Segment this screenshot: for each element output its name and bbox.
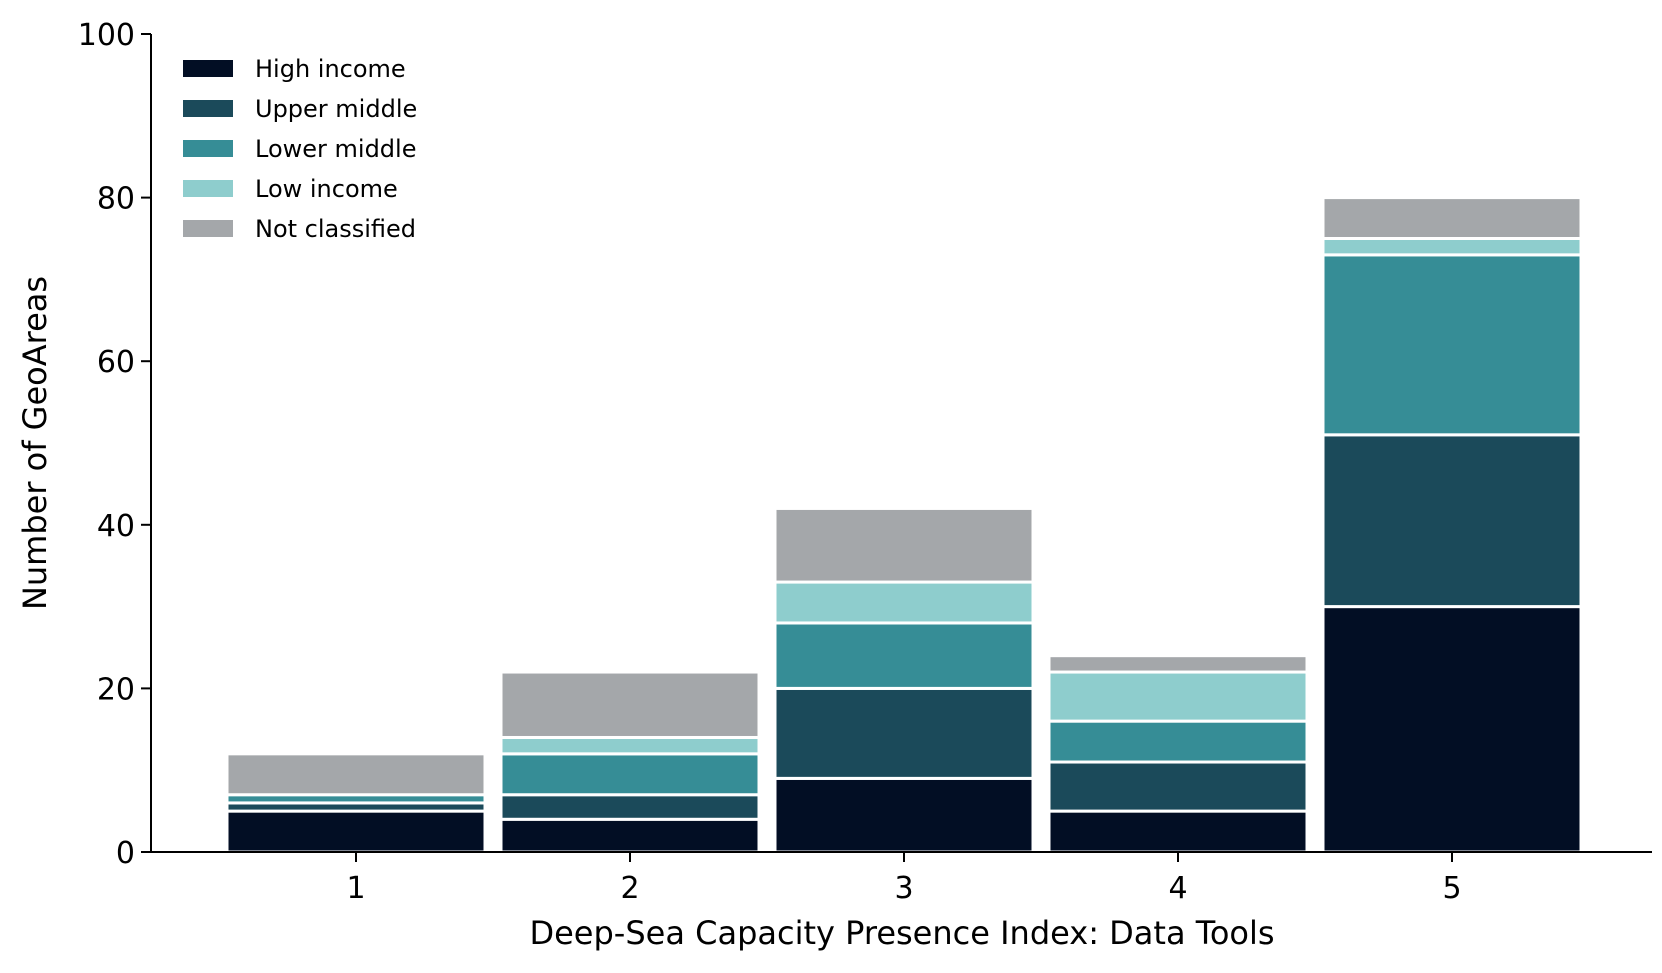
legend-swatch-high-income [183, 60, 233, 77]
legend-swatch-not-classified [183, 220, 233, 237]
legend-label-low-income: Low income [255, 175, 398, 203]
y-tick-label: 80 [97, 182, 135, 217]
bar-segment-lower-middle-5 [1321, 253, 1583, 437]
legend-swatch-lower-middle [183, 140, 233, 157]
legend-swatch-low-income [183, 180, 233, 197]
legend-label-upper-middle: Upper middle [255, 95, 417, 123]
axes-layer [150, 34, 1652, 853]
y-tick-label: 60 [97, 345, 135, 380]
legend: High income Upper middle Lower middle Low i… [183, 55, 417, 243]
bar-segment-lower-middle-4 [1047, 719, 1309, 764]
bar-segment-high-income-3 [773, 776, 1035, 854]
x-tick-label: 5 [1442, 871, 1461, 906]
bar-segment-lower-middle-2 [499, 752, 761, 797]
y-tick-label: 0 [116, 836, 135, 871]
legend-label-high-income: High income [255, 55, 406, 83]
bar-segment-not-classified-3 [773, 506, 1035, 584]
legend-swatch-upper-middle [183, 100, 233, 117]
bar-segment-high-income-2 [499, 817, 761, 854]
bar-segment-not-classified-5 [1321, 196, 1583, 241]
y-axis-label: Number of GeoAreas [16, 276, 54, 610]
legend-label-lower-middle: Lower middle [255, 135, 416, 163]
bar-segment-low-income-3 [773, 580, 1035, 625]
bar-segment-not-classified-2 [499, 670, 761, 739]
bar-segment-not-classified-1 [225, 752, 487, 797]
bar-segment-not-classified-4 [1047, 654, 1309, 674]
bar-segment-low-income-2 [499, 735, 761, 756]
bar-segment-upper-middle-2 [499, 793, 761, 821]
bar-segment-low-income-4 [1047, 670, 1309, 723]
x-tick-label: 4 [1168, 871, 1187, 906]
x-tick-label: 3 [894, 871, 913, 906]
bar-segment-upper-middle-3 [773, 686, 1035, 780]
bars-layer [225, 196, 1583, 854]
y-tick-label: 20 [97, 672, 135, 707]
ticks-layer: 0 20 40 60 80 100 1 2 3 4 5 [78, 18, 1462, 906]
bar-segment-upper-middle-4 [1047, 760, 1309, 813]
bar-segment-high-income-1 [225, 809, 487, 854]
bar-segment-high-income-4 [1047, 809, 1309, 854]
y-tick-label: 40 [97, 509, 135, 544]
legend-label-not-classified: Not classified [255, 215, 416, 243]
x-tick-label: 1 [346, 871, 365, 906]
x-axis-label: Deep-Sea Capacity Presence Index: Data T… [529, 914, 1274, 952]
y-tick-label: 100 [78, 18, 135, 53]
bar-segment-lower-middle-3 [773, 621, 1035, 690]
x-tick-label: 2 [620, 871, 639, 906]
bar-segment-low-income-5 [1321, 237, 1583, 257]
bar-segment-upper-middle-5 [1321, 433, 1583, 609]
bar-segment-high-income-5 [1321, 605, 1583, 854]
